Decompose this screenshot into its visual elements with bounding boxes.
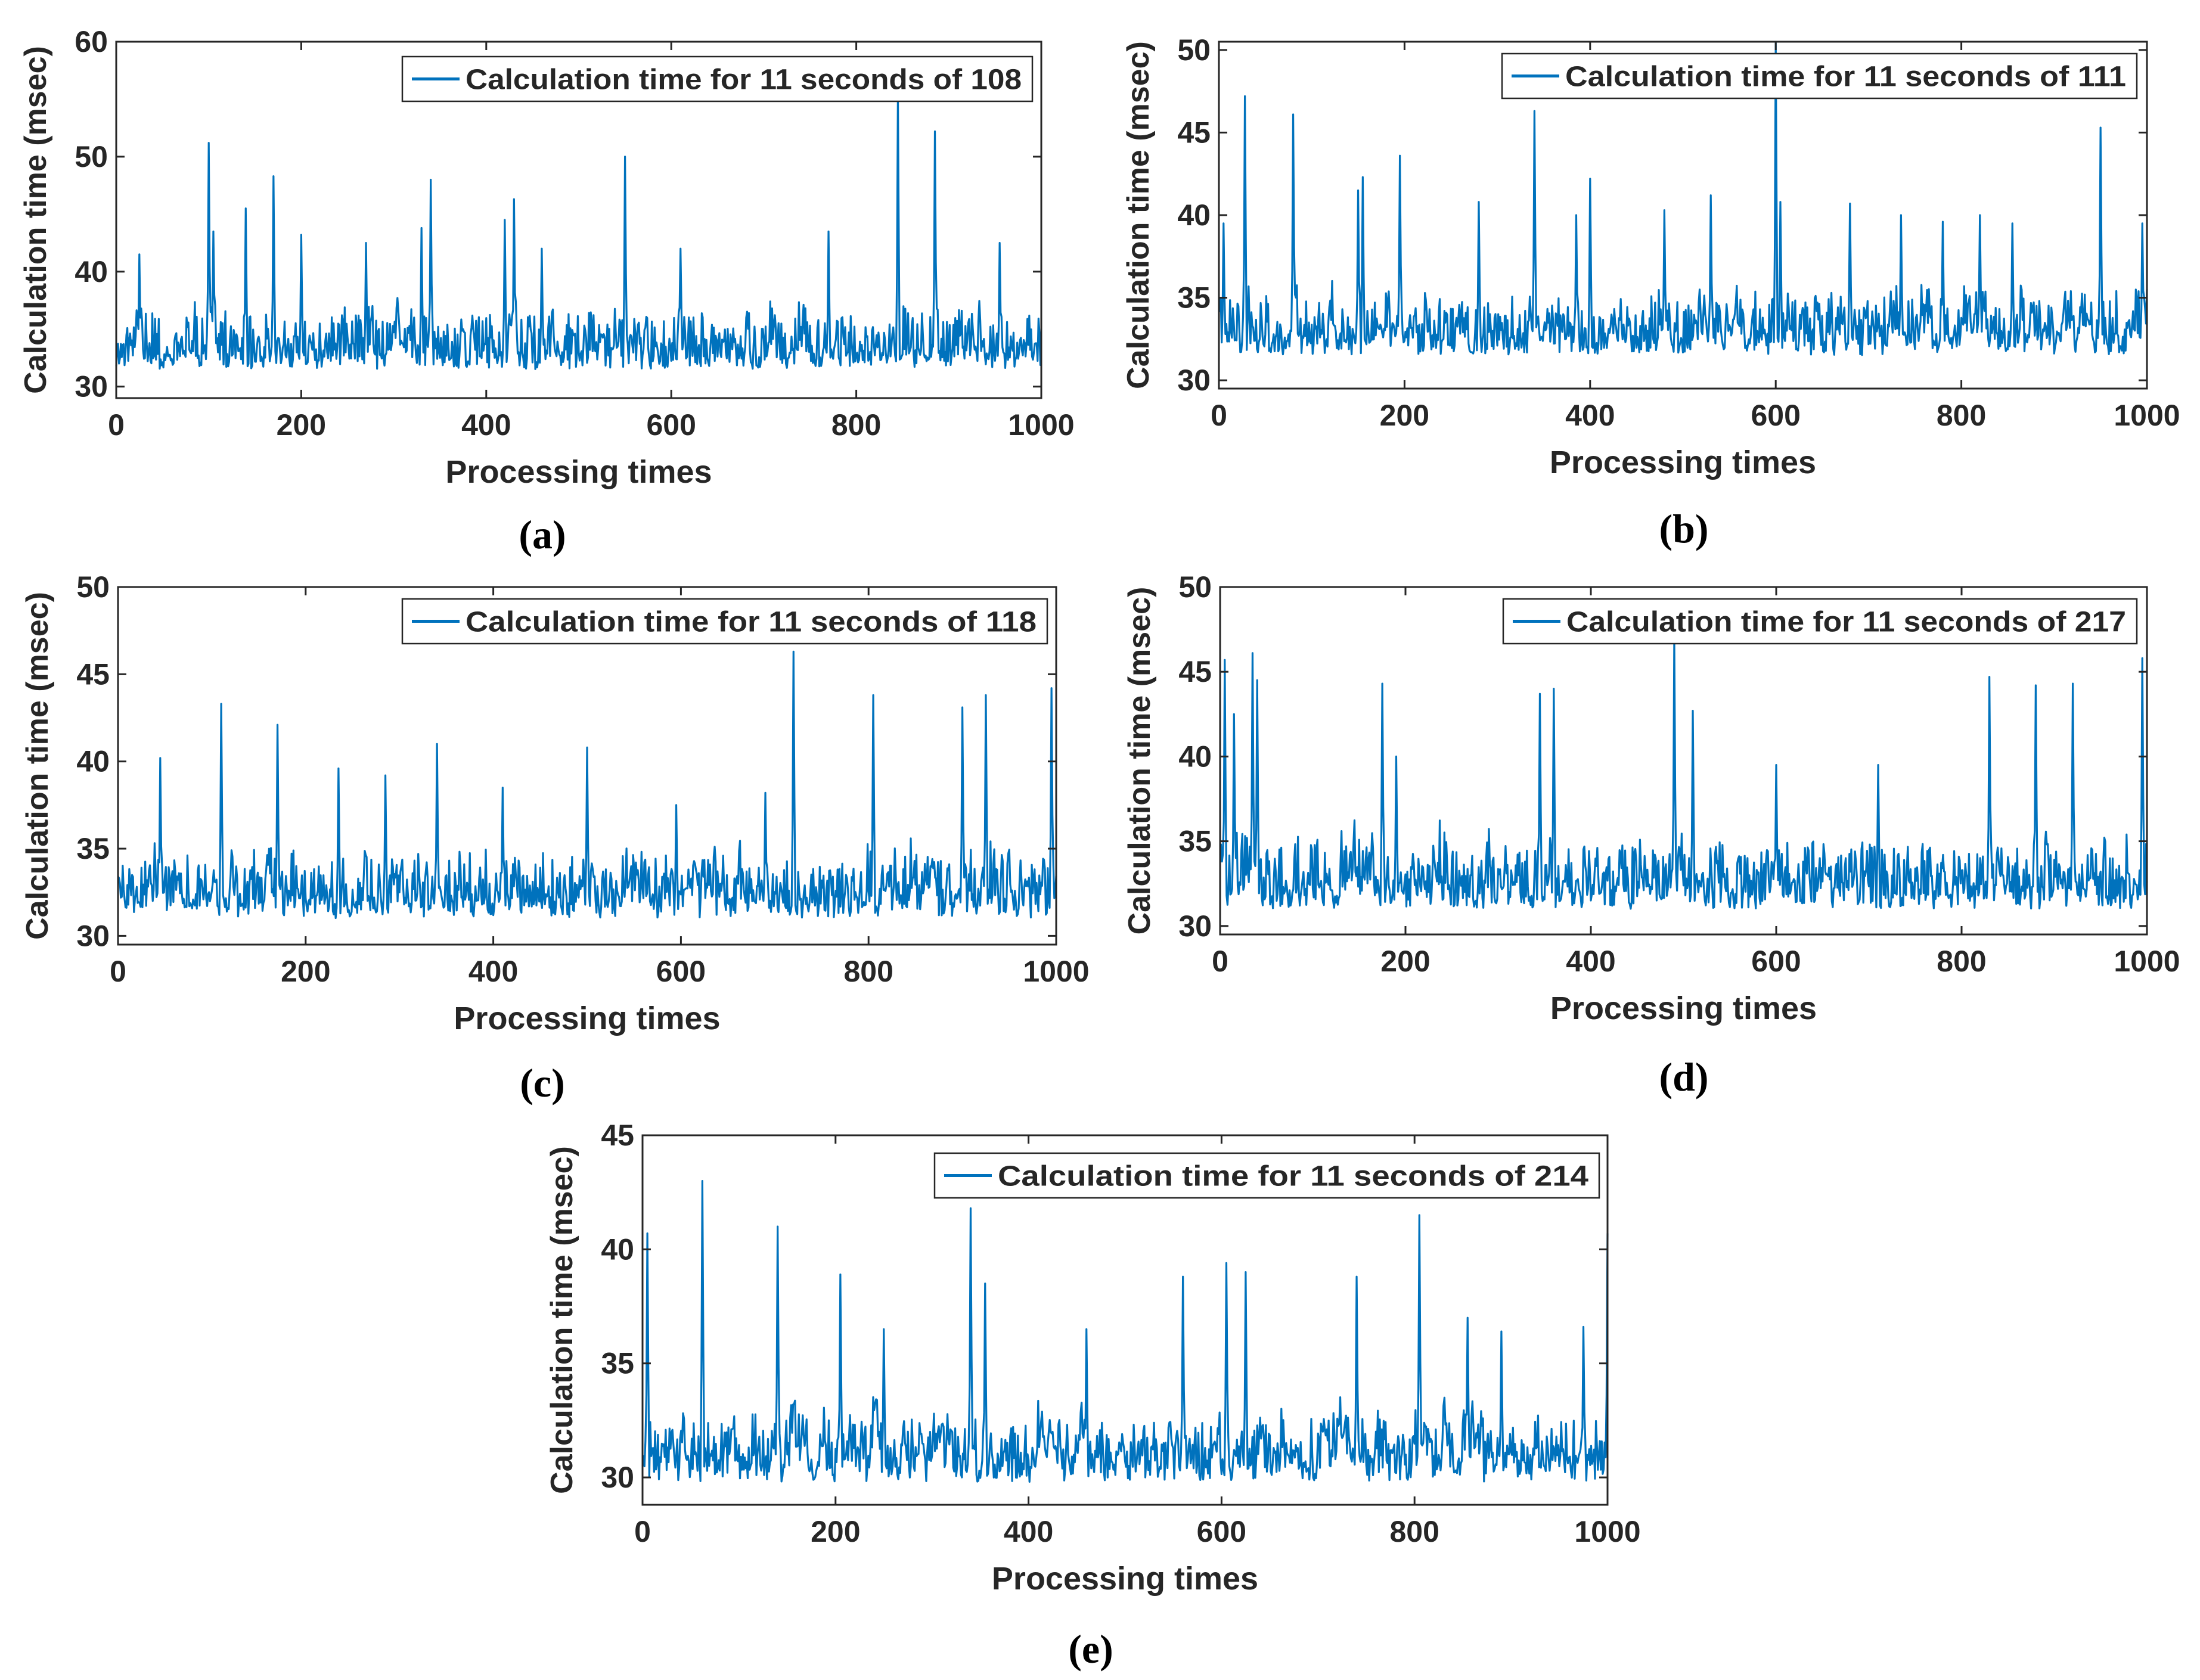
- panel-caption: (d): [1659, 1054, 1708, 1100]
- x-axis-label: Processing times: [454, 1001, 720, 1036]
- panel-caption: (e): [1068, 1626, 1113, 1672]
- legend-label: Calculation time for 11 seconds of 217: [1566, 607, 2126, 638]
- x-tick-label: 1000: [2114, 399, 2180, 432]
- x-tick-label: 0: [110, 955, 126, 988]
- y-tick-label: 50: [75, 140, 108, 173]
- x-tick-label: 600: [646, 408, 696, 442]
- axes-box: [117, 586, 1057, 946]
- y-tick-label: 30: [1178, 909, 1212, 943]
- legend-box: [1501, 52, 2138, 100]
- series-line: [117, 650, 1057, 920]
- x-tick-label: 400: [461, 408, 511, 442]
- chart-panel-d: 0 200 400 600 800 1000 30 35 40 45 50 Processing ti…: [1122, 570, 2180, 1100]
- legend-box: [1502, 598, 2138, 645]
- x-tick-label: 800: [831, 408, 881, 442]
- y-axis-label: Calculation time (msec): [1121, 41, 1156, 389]
- chart-panel-c: 0 200 400 600 800 1000 30 35 40 45 50 Processing ti…: [20, 570, 1090, 1105]
- chart-panel-e: 0 200 400 600 800 1000 30 35 40 45 Processing time…: [545, 1119, 1641, 1672]
- panel-caption: (a): [519, 512, 566, 557]
- x-tick-label: 200: [281, 955, 330, 988]
- series-line: [641, 1179, 1609, 1483]
- x-tick-label: 800: [1937, 945, 1986, 978]
- legend-box: [401, 598, 1048, 645]
- legend-label: Calculation time for 11 seconds of 214: [998, 1161, 1588, 1193]
- y-axis-label: Calculation time (msec): [545, 1146, 579, 1494]
- x-tick-label: 400: [1004, 1515, 1053, 1548]
- panel-caption: (c): [520, 1060, 564, 1105]
- x-tick-label: 1000: [2114, 945, 2180, 978]
- y-tick-label: 30: [75, 370, 108, 403]
- panel-caption: (b): [1659, 506, 1708, 551]
- x-tick-label: 1000: [1023, 955, 1089, 988]
- y-axis-label: Calculation time (msec): [1122, 587, 1157, 935]
- y-tick-label: 40: [1177, 198, 1211, 232]
- legend: Calculation time for 11 seconds of 118: [401, 598, 1048, 645]
- x-tick-label: 0: [1212, 945, 1228, 978]
- series-line: [1219, 636, 2148, 910]
- x-tick-label: 400: [468, 955, 518, 988]
- x-tick-label: 400: [1566, 945, 1615, 978]
- x-tick-label: 600: [1751, 945, 1801, 978]
- legend-box: [401, 55, 1034, 103]
- y-tick-label: 50: [1177, 33, 1211, 67]
- x-axis-label: Processing times: [445, 454, 712, 490]
- y-tick-label: 40: [76, 745, 110, 778]
- x-axis-label: Processing times: [1550, 990, 1817, 1026]
- x-tick-label: 1000: [1574, 1515, 1640, 1548]
- legend: Calculation time for 11 seconds of 214: [933, 1152, 1600, 1199]
- y-tick-label: 40: [601, 1232, 634, 1266]
- x-tick-label: 1000: [1008, 408, 1074, 442]
- series-line: [1218, 41, 2148, 356]
- legend: Calculation time for 11 seconds of 217: [1502, 598, 2138, 645]
- x-tick-label: 800: [1937, 399, 1986, 432]
- x-axis-label: Processing times: [992, 1561, 1258, 1597]
- x-tick-label: 600: [1197, 1515, 1246, 1548]
- y-tick-label: 35: [601, 1347, 634, 1380]
- y-tick-label: 40: [75, 255, 108, 288]
- x-tick-label: 200: [1380, 399, 1429, 432]
- chart-panel-b: 0 200 400 600 800 1000 30 35 40 45 50 Processing ti…: [1121, 33, 2180, 551]
- y-tick-label: 35: [1177, 281, 1211, 315]
- y-tick-label: 50: [76, 570, 110, 604]
- x-tick-label: 200: [811, 1515, 860, 1548]
- axes-box: [1219, 586, 2148, 936]
- y-tick-label: 45: [76, 657, 110, 691]
- legend-label: Calculation time for 11 seconds of 108: [466, 64, 1022, 96]
- axes-box: [641, 1134, 1609, 1506]
- x-tick-label: 0: [108, 408, 125, 442]
- axes-box: [115, 41, 1042, 399]
- legend: Calculation time for 11 seconds of 108: [401, 55, 1034, 103]
- y-tick-label: 35: [76, 832, 110, 865]
- x-tick-label: 800: [1389, 1515, 1439, 1548]
- series-line: [115, 92, 1042, 370]
- y-tick-label: 50: [1178, 570, 1212, 604]
- legend-label: Calculation time for 11 seconds of 118: [466, 607, 1037, 638]
- y-axis-label: Calculation time (msec): [18, 46, 53, 394]
- x-tick-label: 0: [634, 1515, 651, 1548]
- y-tick-label: 30: [601, 1461, 634, 1494]
- legend-label: Calculation time for 11 seconds of 111: [1565, 61, 2126, 93]
- y-tick-label: 30: [1177, 364, 1211, 397]
- x-tick-label: 400: [1565, 399, 1615, 432]
- x-tick-label: 600: [656, 955, 706, 988]
- y-tick-label: 45: [1178, 655, 1212, 688]
- x-tick-label: 0: [1211, 399, 1227, 432]
- x-axis-label: Processing times: [1550, 445, 1816, 480]
- y-tick-label: 60: [75, 25, 108, 58]
- y-tick-label: 30: [76, 919, 110, 952]
- legend-box: [933, 1152, 1600, 1199]
- chart-panel-a: 0 200 400 600 800 1000 30 40 50 60 Processing time…: [18, 25, 1075, 557]
- y-axis-label: Calculation time (msec): [20, 592, 55, 940]
- x-tick-label: 200: [1380, 945, 1430, 978]
- y-tick-label: 40: [1178, 740, 1212, 773]
- x-tick-label: 200: [277, 408, 326, 442]
- y-tick-label: 35: [1178, 825, 1212, 858]
- legend: Calculation time for 11 seconds of 111: [1501, 52, 2138, 100]
- y-tick-label: 45: [601, 1119, 634, 1152]
- x-tick-label: 800: [843, 955, 893, 988]
- x-tick-label: 600: [1751, 399, 1800, 432]
- y-tick-label: 45: [1177, 116, 1211, 149]
